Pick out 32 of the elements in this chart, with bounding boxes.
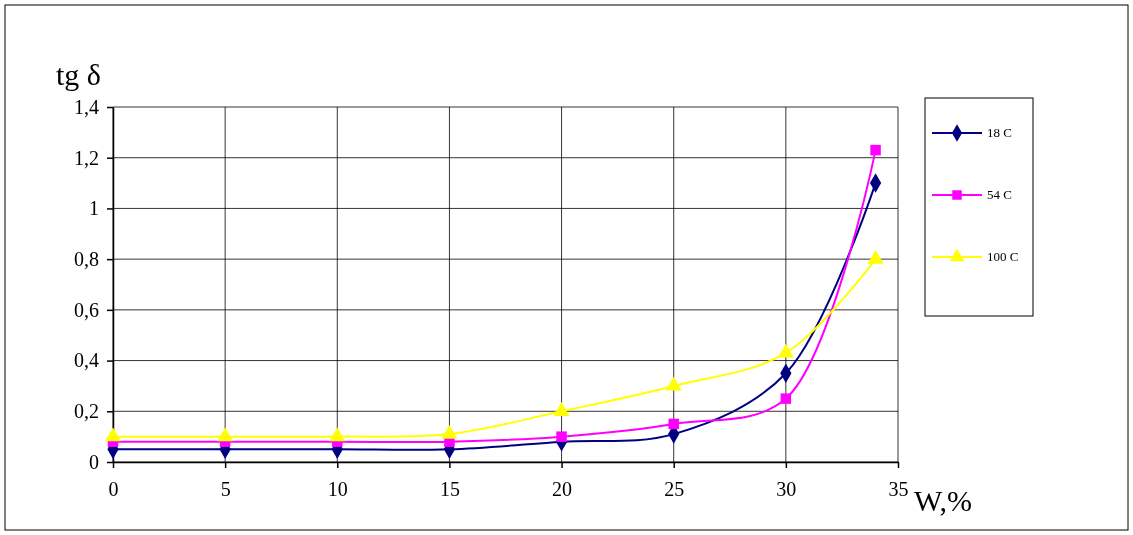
legend-label: 18 C <box>987 125 1012 140</box>
point <box>329 427 346 442</box>
x-tick-label: 25 <box>664 478 685 501</box>
x-tick-label: 20 <box>552 478 573 501</box>
y-tick-label: 1 <box>89 197 99 220</box>
y-tick-label: 0,2 <box>74 400 99 423</box>
point <box>553 402 570 416</box>
point <box>441 424 458 439</box>
y-tick-label: 1,4 <box>74 95 99 118</box>
point <box>668 418 679 430</box>
point <box>665 376 682 391</box>
y-tick-label: 0,4 <box>74 349 99 372</box>
y-tick-label: 0 <box>89 450 99 473</box>
point <box>780 393 792 404</box>
point <box>777 343 794 358</box>
y-tick-label: 1,2 <box>74 146 99 169</box>
x-tick-label: 35 <box>888 478 909 501</box>
point <box>105 427 121 442</box>
y-tick-label: 0,6 <box>74 298 99 321</box>
x-tick-label: 15 <box>439 478 460 501</box>
y-tick-label: 0,8 <box>74 248 99 271</box>
point <box>870 144 881 156</box>
x-tick-label: 0 <box>108 478 119 501</box>
legend-label: 54 C <box>987 187 1012 202</box>
x-tick-label: 30 <box>776 478 797 501</box>
y-axis-title: tg δ <box>56 58 101 91</box>
point <box>217 427 234 442</box>
point <box>556 431 567 442</box>
x-tick-label: 5 <box>220 478 231 501</box>
x-tick-label: 10 <box>327 478 348 501</box>
x-axis-title: W,% <box>914 484 973 517</box>
legend-label: 100 C <box>987 249 1019 264</box>
